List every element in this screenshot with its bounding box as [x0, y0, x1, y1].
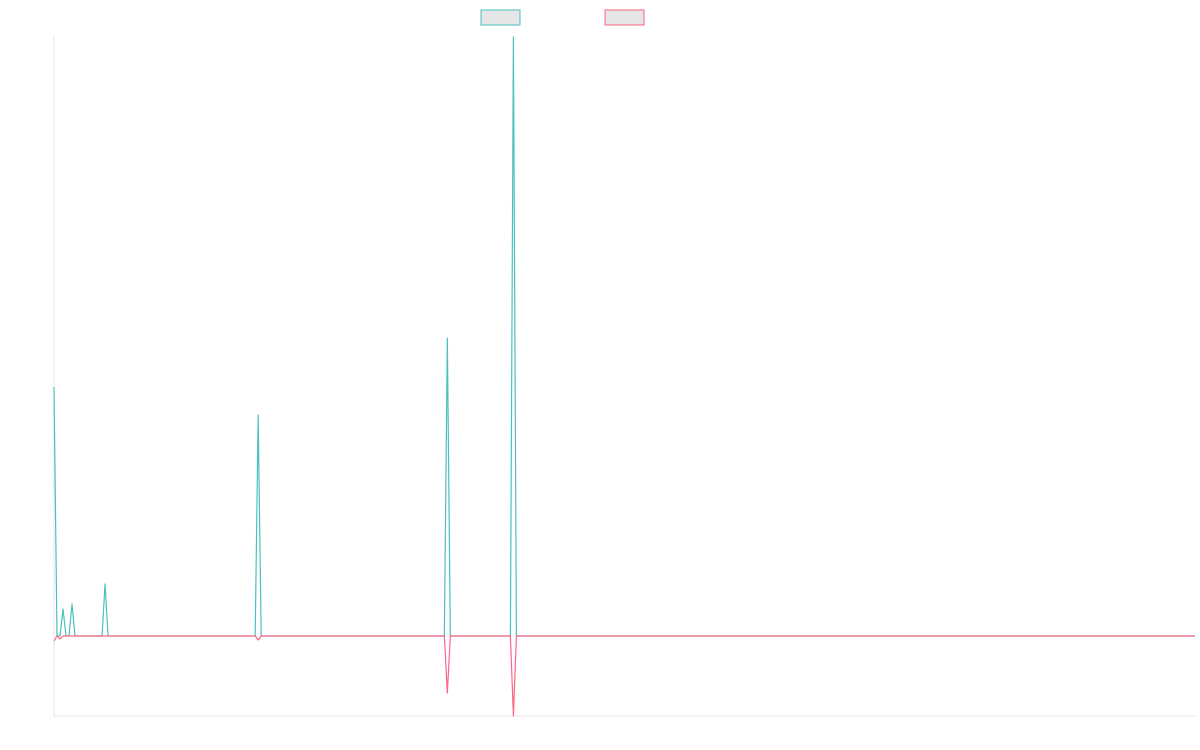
- series-line: [53, 36, 1195, 637]
- legend-swatch: [480, 9, 521, 26]
- series-line: [53, 635, 1195, 717]
- legend-swatch: [604, 9, 645, 26]
